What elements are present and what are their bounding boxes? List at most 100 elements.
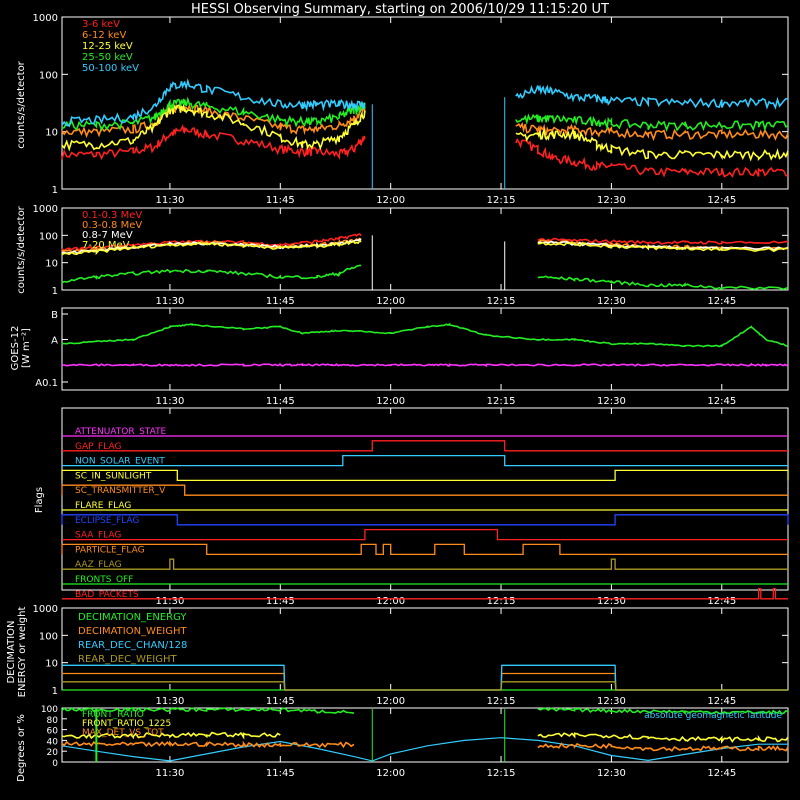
x-tick-label: 11:45 xyxy=(266,195,295,206)
decimation-legend-item: REAR_DEC_CHAN/128 xyxy=(78,640,187,651)
flag-label: AAZ_FLAG xyxy=(75,560,122,570)
x-tick-label: 12:30 xyxy=(597,195,626,206)
x-tick-label: 11:30 xyxy=(156,396,185,407)
goes-ylabel-1: GOES-12 xyxy=(10,326,21,371)
x-tick-label: 11:30 xyxy=(156,296,185,307)
x-tick-label: 12:30 xyxy=(597,296,626,307)
x-tick-label: 12:15 xyxy=(487,396,516,407)
decimation-legend-item: DECIMATION_WEIGHT xyxy=(78,626,187,637)
goes-long-series xyxy=(61,322,789,348)
ratio-legend-item: FRONT_RATIO xyxy=(82,710,144,720)
x-tick-label: 12:15 xyxy=(487,596,516,607)
flag-line-non_solar_event xyxy=(62,454,788,467)
x-tick-label: 12:00 xyxy=(376,195,405,206)
y-tick-label: 10 xyxy=(45,128,58,139)
flag-label: SC_TRANSMITTER_V xyxy=(75,486,166,496)
decimation-series-3 xyxy=(61,681,788,691)
x-tick-label: 11:45 xyxy=(266,596,295,607)
gamma-legend-item: 7-20 MeV xyxy=(82,240,130,251)
xray-series-3 xyxy=(61,96,789,132)
flag-label: ECLIPSE_FLAG xyxy=(75,516,139,526)
flag-label: BAD_PACKETS xyxy=(75,590,139,600)
x-tick-label: 11:30 xyxy=(156,596,185,607)
goes-frame xyxy=(61,307,789,391)
ratio-series-latitude xyxy=(61,737,788,762)
x-tick-label: 12:00 xyxy=(376,296,405,307)
xray-legend-item: 12-25 keV xyxy=(82,41,133,52)
x-tick-label: 12:15 xyxy=(487,696,516,707)
x-tick-label: 12:15 xyxy=(487,195,516,206)
y-tick-label: B xyxy=(51,310,58,321)
x-tick-label: 12:15 xyxy=(487,768,516,779)
x-tick-label: 12:45 xyxy=(707,195,736,206)
flag-line-saa_flag xyxy=(62,528,788,541)
gamma-series-3 xyxy=(61,239,789,256)
x-tick-label: 12:00 xyxy=(376,396,405,407)
panel-frames: 11:30 11:45 12:00 12:15 12:30 12:45 11:30 11:45… xyxy=(61,16,789,779)
flag-line-eclipse_flag xyxy=(61,514,789,526)
x-tick-label: 12:45 xyxy=(707,768,736,779)
goes-short-series xyxy=(61,362,789,368)
y-tick-label: 1000 xyxy=(33,13,58,24)
gamma-legend-item: 0.3-0.8 MeV xyxy=(82,220,142,231)
gamma-ylabel: counts/s/detector xyxy=(16,205,27,293)
y-tick-label: 1 xyxy=(52,286,58,297)
y-tick-label: 100 xyxy=(41,705,58,715)
decimation-ylabel-2: ENERGY or weight xyxy=(17,607,28,698)
x-tick-label: 12:45 xyxy=(707,296,736,307)
y-tick-label: 20 xyxy=(47,748,59,758)
flag-label: ATTENUATOR_STATE xyxy=(75,427,167,437)
gamma-series-0 xyxy=(61,233,789,252)
x-tick-label: 12:30 xyxy=(597,696,626,707)
x-tick-label: 11:45 xyxy=(266,296,295,307)
y-tick-label: 10 xyxy=(45,259,58,270)
y-tick-label: A0.1 xyxy=(35,378,58,389)
x-tick-label: 12:30 xyxy=(597,768,626,779)
x-tick-label: 12:30 xyxy=(597,596,626,607)
y-tick-label: 60 xyxy=(47,727,59,737)
x-tick-label: 11:45 xyxy=(266,696,295,707)
xray-ylabel: counts/s/detector xyxy=(16,60,27,148)
xray-series-0 xyxy=(61,124,789,178)
x-tick-label: 12:45 xyxy=(707,696,736,707)
flag-label: GAP_FLAG xyxy=(75,442,121,452)
flag-line-sc_in_sunlight xyxy=(61,469,789,482)
flag-line-gap_flag xyxy=(62,440,788,452)
x-tick-label: 12:00 xyxy=(376,768,405,779)
xray-legend-item: 25-50 keV xyxy=(82,52,133,63)
flags-frame xyxy=(61,407,789,591)
xray-series-4 xyxy=(61,78,788,127)
xray-frame xyxy=(61,16,789,190)
y-tick-label: A xyxy=(51,336,58,347)
gamma-legend-item: 0.8-7 MeV xyxy=(82,230,133,241)
flag-label: PARTICLE_FLAG xyxy=(75,545,145,555)
y-tick-label: 100 xyxy=(39,70,58,81)
flag-line-sc_transmitter_v xyxy=(61,484,788,496)
y-tick-label: 1 xyxy=(52,686,58,697)
ratio-right-legend: absolute geomagnetic latitude xyxy=(644,711,782,721)
flag-label: SC_IN_SUNLIGHT xyxy=(75,471,152,481)
x-tick-label: 11:45 xyxy=(266,768,295,779)
ratio-series-0 xyxy=(61,706,789,716)
flag-line-particle_flag xyxy=(61,543,788,556)
x-tick-label: 11:30 xyxy=(156,696,185,707)
y-tick-label: 100 xyxy=(39,231,58,242)
gamma-series-4 xyxy=(61,264,789,291)
ratio-frame xyxy=(61,707,789,763)
xray-legend-item: 50-100 keV xyxy=(82,63,139,74)
decimation-legend-item: REAR_DEC_WEIGHT xyxy=(78,654,177,665)
decimation-legend-item: DECIMATION_ENERGY xyxy=(78,612,187,623)
x-tick-label: 12:30 xyxy=(597,396,626,407)
ratio-series-2 xyxy=(61,740,789,752)
plot-title: HESSI Observing Summary, starting on 200… xyxy=(191,2,609,17)
x-tick-label: 12:00 xyxy=(376,696,405,707)
x-tick-label: 11:30 xyxy=(156,768,185,779)
flags-ylabel: Flags xyxy=(34,487,45,513)
y-tick-label: 80 xyxy=(47,716,59,726)
ratio-legend-item: MAX_DET_VS_TOT xyxy=(82,728,164,738)
y-tick-label: 10 xyxy=(45,659,58,670)
x-tick-label: 11:45 xyxy=(266,396,295,407)
